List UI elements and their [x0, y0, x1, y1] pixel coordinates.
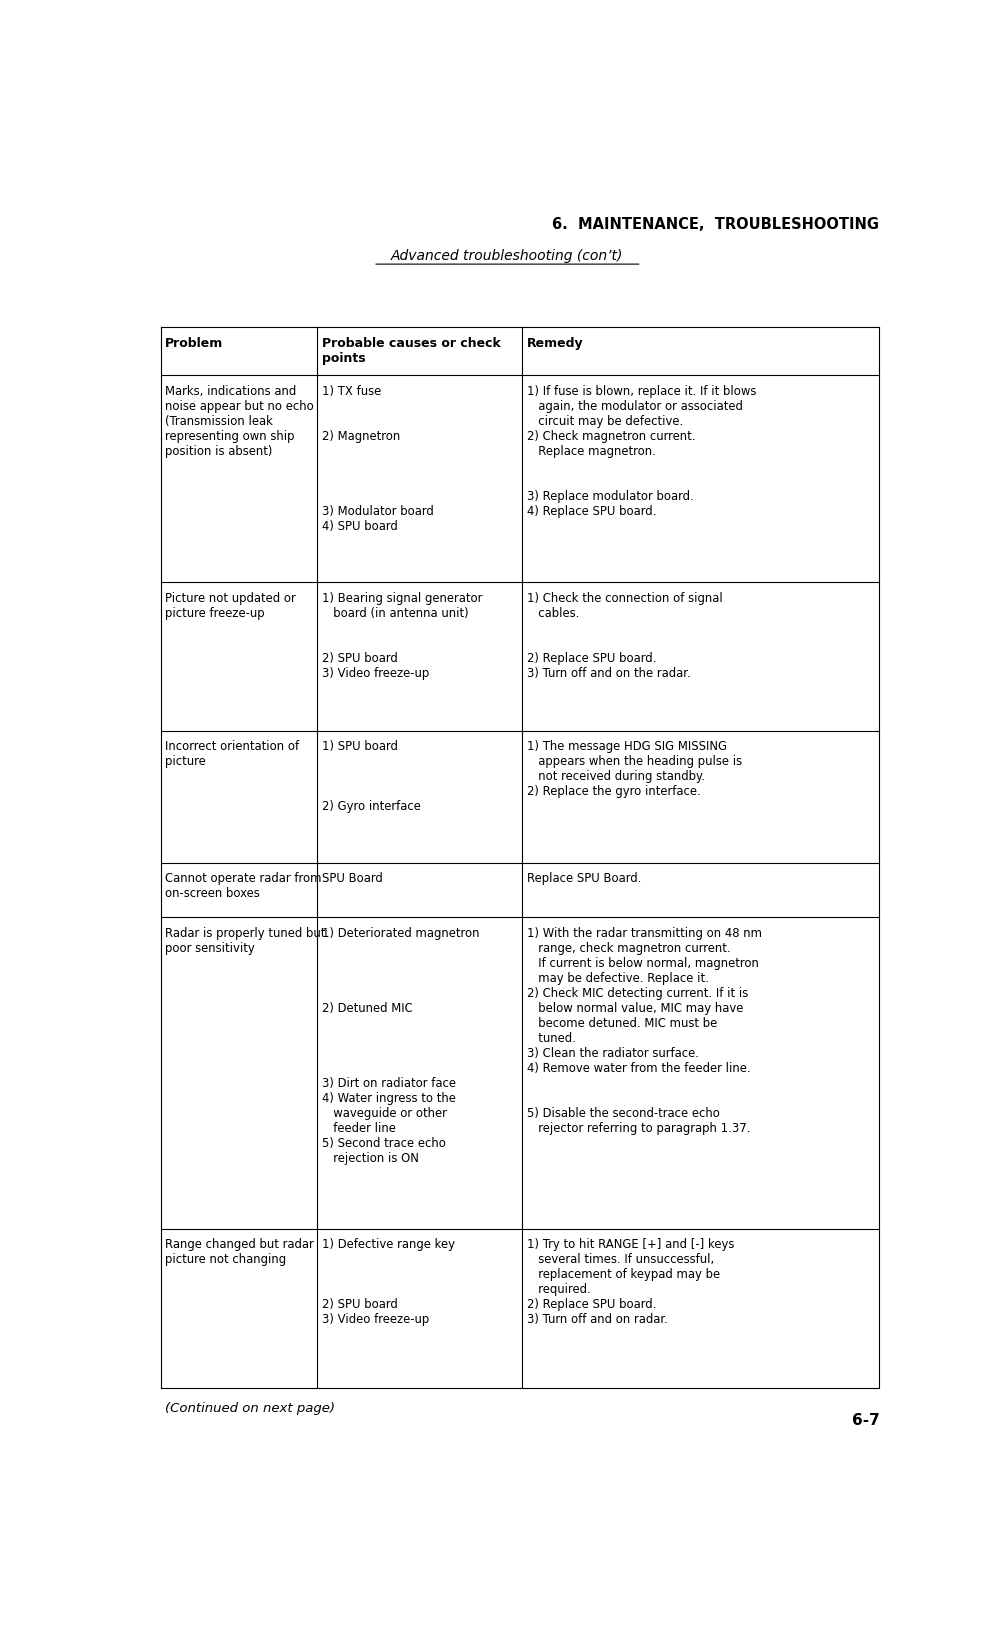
Text: Picture not updated or
picture freeze-up: Picture not updated or picture freeze-up — [165, 592, 296, 620]
Text: Radar is properly tuned but
poor sensitivity: Radar is properly tuned but poor sensiti… — [165, 925, 326, 955]
Text: Cannot operate radar from
on-screen boxes: Cannot operate radar from on-screen boxe… — [165, 871, 322, 899]
Text: SPU Board: SPU Board — [322, 871, 383, 885]
Text: 1) Bearing signal generator
   board (in antenna unit)


2) SPU board
3) Video f: 1) Bearing signal generator board (in an… — [322, 592, 482, 679]
Text: 1) Deteriorated magnetron




2) Detuned MIC




3) Dirt on radiator face
4) Wat: 1) Deteriorated magnetron 2) Detuned MIC… — [322, 925, 479, 1164]
Text: 1) TX fuse


2) Magnetron




3) Modulator board
4) SPU board: 1) TX fuse 2) Magnetron 3) Modulator boa… — [322, 385, 434, 532]
Text: Incorrect orientation of
picture: Incorrect orientation of picture — [165, 739, 299, 769]
Text: 1) Try to hit RANGE [+] and [-] keys
   several times. If unsuccessful,
   repla: 1) Try to hit RANGE [+] and [-] keys sev… — [527, 1237, 735, 1325]
Text: Remedy: Remedy — [527, 336, 583, 349]
Text: 1) Defective range key



2) SPU board
3) Video freeze-up: 1) Defective range key 2) SPU board 3) V… — [322, 1237, 454, 1325]
Text: 1) If fuse is blown, replace it. If it blows
   again, the modulator or associat: 1) If fuse is blown, replace it. If it b… — [527, 385, 756, 517]
Text: 6.  MAINTENANCE,  TROUBLESHOOTING: 6. MAINTENANCE, TROUBLESHOOTING — [552, 217, 879, 232]
Text: Marks, indications and
noise appear but no echo
(Transmission leak
representing : Marks, indications and noise appear but … — [165, 385, 314, 457]
Text: Replace SPU Board.: Replace SPU Board. — [527, 871, 642, 885]
Text: Probable causes or check
points: Probable causes or check points — [322, 336, 501, 364]
Text: 6-7: 6-7 — [851, 1412, 879, 1428]
Text: 1) SPU board



2) Gyro interface: 1) SPU board 2) Gyro interface — [322, 739, 421, 813]
Text: Problem: Problem — [165, 336, 224, 349]
Text: 1) Check the connection of signal
   cables.


2) Replace SPU board.
3) Turn off: 1) Check the connection of signal cables… — [527, 592, 723, 679]
Text: 1) With the radar transmitting on 48 nm
   range, check magnetron current.
   If: 1) With the radar transmitting on 48 nm … — [527, 925, 761, 1134]
Text: 1) The message HDG SIG MISSING
   appears when the heading pulse is
   not recei: 1) The message HDG SIG MISSING appears w… — [527, 739, 742, 798]
Text: Range changed but radar
picture not changing: Range changed but radar picture not chan… — [165, 1237, 314, 1265]
Text: Advanced troubleshooting (con’t): Advanced troubleshooting (con’t) — [391, 248, 624, 263]
Text: (Continued on next page): (Continued on next page) — [165, 1400, 336, 1413]
